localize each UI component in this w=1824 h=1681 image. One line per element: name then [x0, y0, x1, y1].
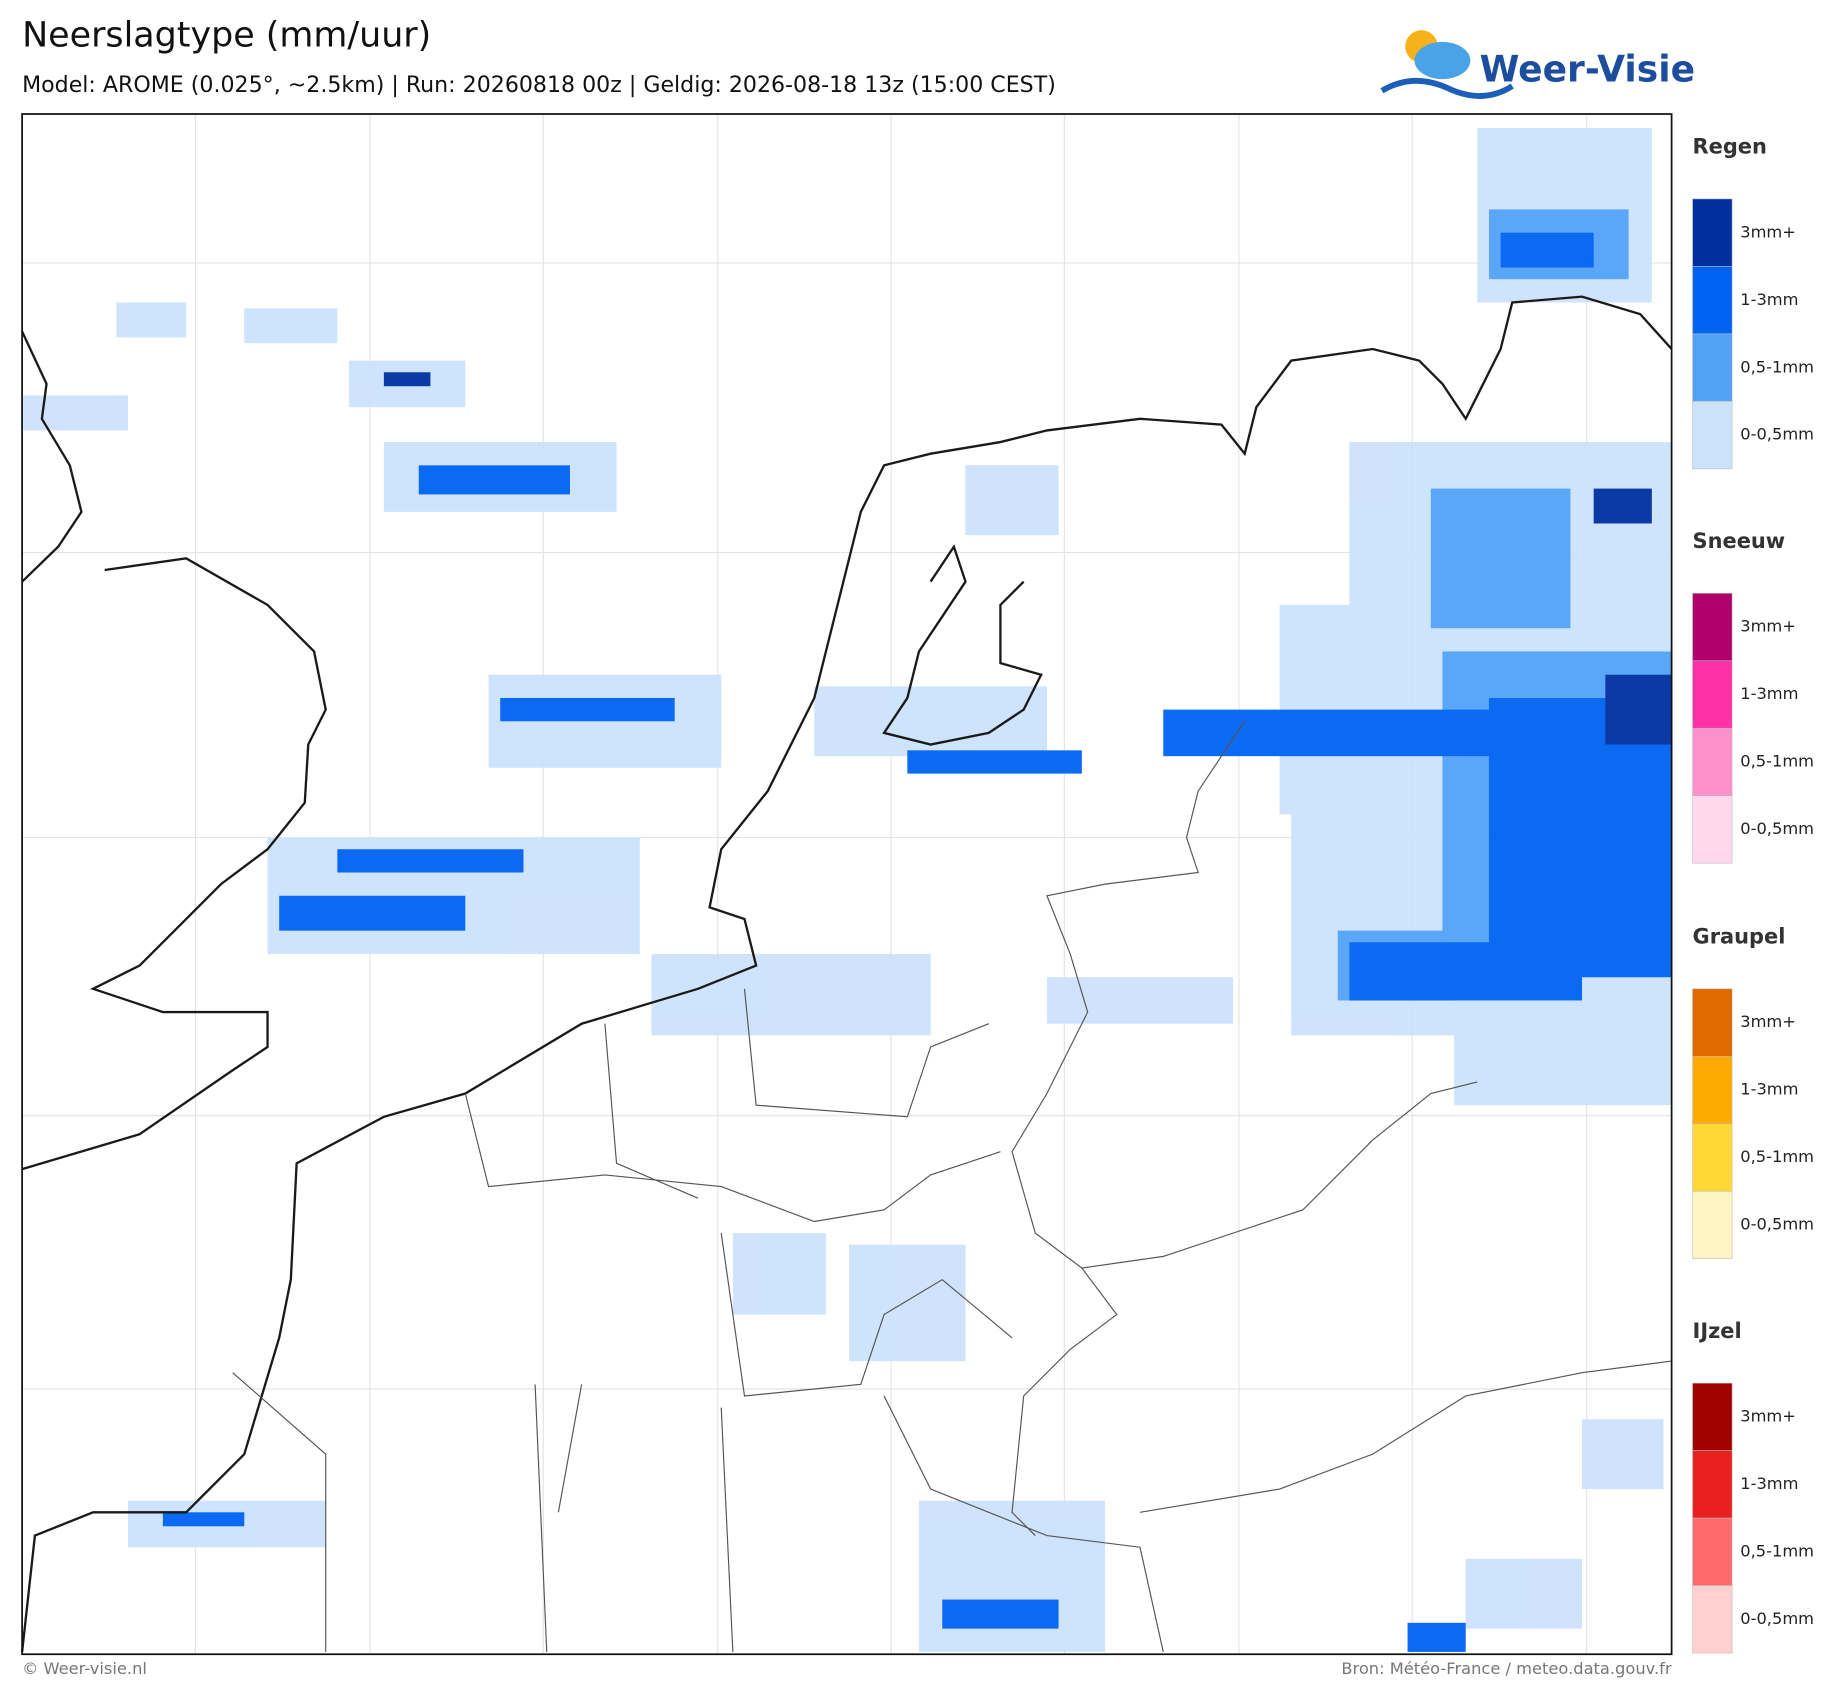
legend-label: 3mm+: [1740, 1012, 1796, 1031]
legend-group-title: Sneeuw: [1693, 529, 1786, 553]
legend-label: 0-0,5mm: [1740, 819, 1814, 838]
logo-cloud: [1414, 41, 1471, 80]
map-frame: [21, 113, 1673, 1656]
precipitation: [23, 127, 1672, 1652]
legend-swatch: [1692, 401, 1733, 470]
title: Neerslagtype (mm/uur): [22, 16, 431, 56]
legend-label: 1-3mm: [1740, 290, 1798, 309]
legend-swatch: [1692, 1585, 1733, 1654]
legend-swatch: [1692, 795, 1733, 864]
legend-label: 3mm+: [1740, 1407, 1796, 1426]
logo: Weer-Visie: [1380, 30, 1695, 99]
legend-label: 1-3mm: [1740, 1080, 1798, 1099]
legend-swatch: [1692, 266, 1733, 335]
legend-swatch: [1692, 198, 1733, 267]
map: [20, 113, 1673, 1656]
borders: [232, 720, 1672, 1653]
legend-label: 0-0,5mm: [1740, 425, 1814, 444]
legend-swatch: [1692, 1056, 1733, 1125]
legend-swatch: [1692, 1382, 1733, 1451]
legend-swatch: [1692, 593, 1733, 662]
legend-label: 1-3mm: [1740, 1474, 1798, 1493]
legend-label: 0,5-1mm: [1740, 1542, 1814, 1561]
logo-wave: [1380, 77, 1514, 99]
logo-text: Weer-Visie: [1480, 48, 1695, 90]
legend-swatch: [1692, 333, 1733, 402]
legend-label: 1-3mm: [1740, 684, 1798, 703]
subtitle: Model: AROME (0.025°, ~2.5km) | Run: 202…: [22, 72, 1056, 98]
legend-swatch: [1692, 660, 1733, 729]
legend-swatch: [1692, 727, 1733, 797]
coastlines: [20, 295, 1673, 1653]
legend-label: 3mm+: [1740, 222, 1796, 241]
legend-label: 0,5-1mm: [1740, 1147, 1814, 1166]
legend-swatch: [1692, 1190, 1733, 1260]
footer-credit: © Weer-visie.nl: [22, 1659, 147, 1678]
legend-swatch: [1692, 1123, 1733, 1192]
legend-label: 0-0,5mm: [1740, 1609, 1814, 1628]
legend: Regen 3mm+ 1-3mm 0,5-1mm 0-0,5mm Sneeuw 3mm+ 1-…: [1692, 135, 1814, 1654]
legend-label: 3mm+: [1740, 617, 1796, 636]
legend-group-title: Regen: [1693, 135, 1767, 159]
footer-source: Bron: Météo-France / meteo.data.gouv.fr: [1341, 1659, 1672, 1678]
legend-swatch: [1692, 1517, 1733, 1586]
legend-group-title: IJzel: [1693, 1319, 1742, 1343]
legend-group-title: Graupel: [1693, 924, 1786, 948]
legend-label: 0,5-1mm: [1740, 752, 1814, 771]
legend-label: 0-0,5mm: [1740, 1215, 1814, 1234]
legend-swatch: [1692, 1450, 1733, 1519]
legend-swatch: [1692, 988, 1733, 1057]
legend-label: 0,5-1mm: [1740, 357, 1814, 376]
